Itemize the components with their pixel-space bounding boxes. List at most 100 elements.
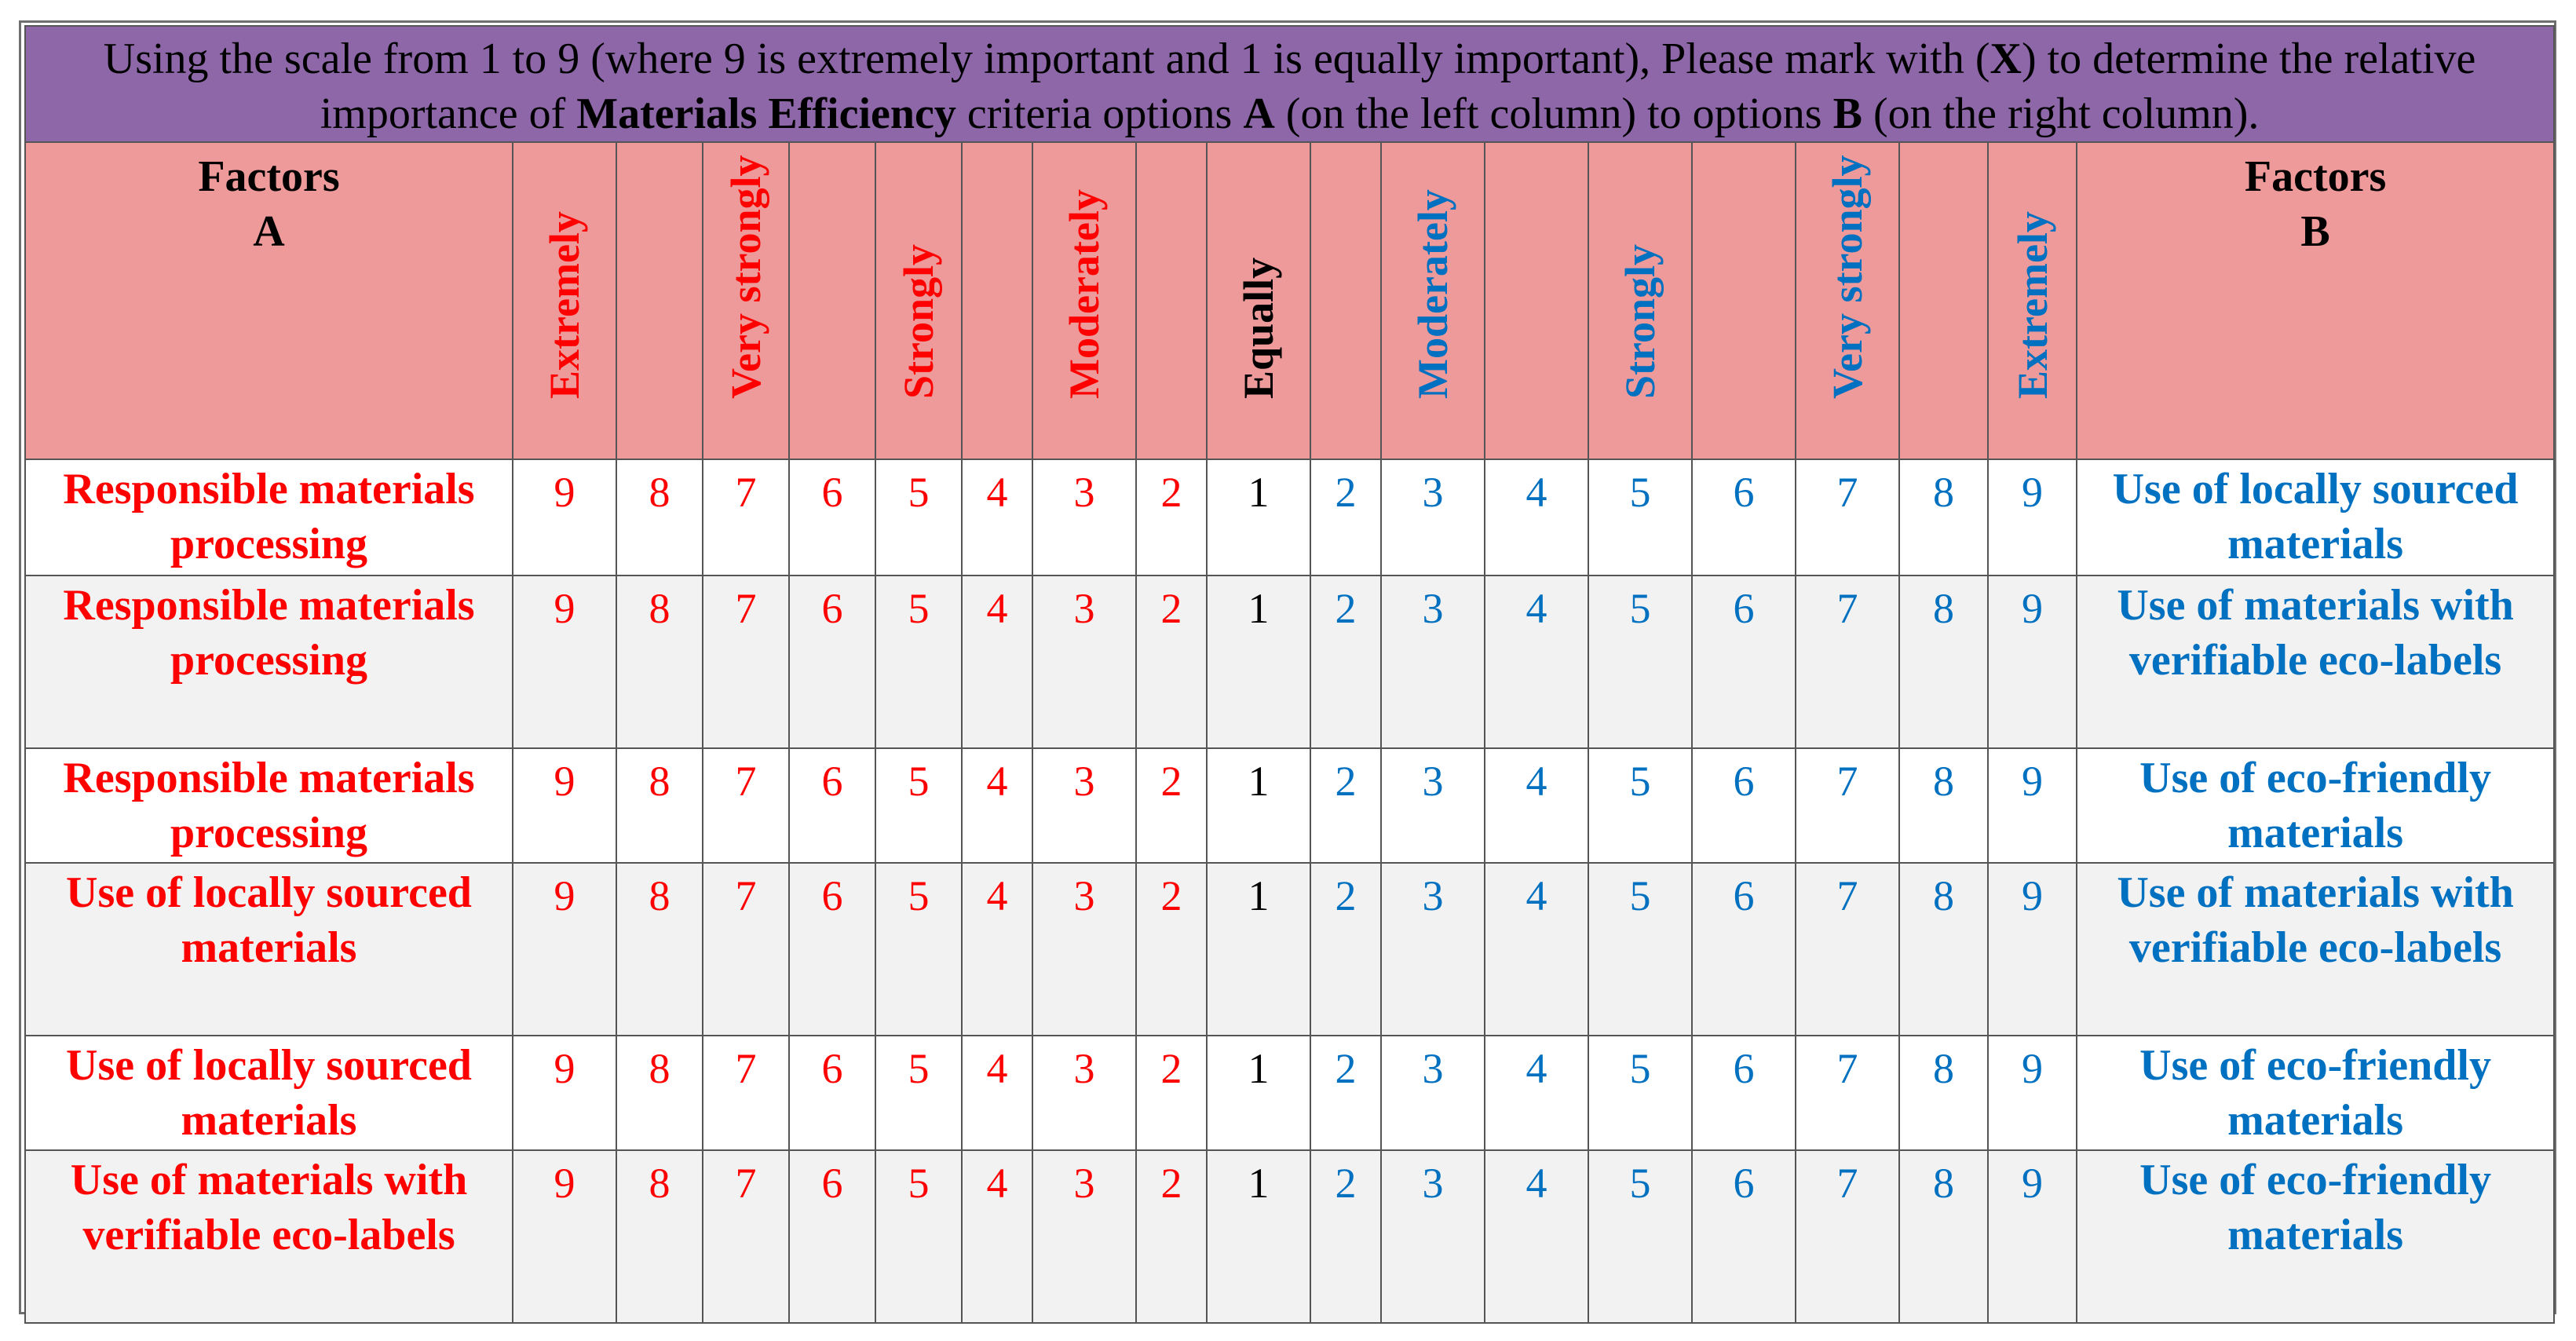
scale-option-cell[interactable]: 8: [616, 459, 703, 576]
scale-option-cell[interactable]: 6: [788, 862, 876, 1036]
scale-option-cell[interactable]: 2: [1135, 1035, 1208, 1151]
scale-option-cell[interactable]: 7: [702, 747, 790, 864]
scale-option-cell[interactable]: 7: [702, 1149, 790, 1324]
scale-option-cell[interactable]: 9: [1987, 459, 2077, 576]
scale-option-cell[interactable]: 7: [702, 1035, 790, 1151]
scale-option-cell[interactable]: 8: [616, 1149, 703, 1324]
scale-option-cell[interactable]: 4: [1484, 459, 1589, 576]
scale-option-cell[interactable]: 6: [1691, 575, 1796, 749]
scale-option-cell[interactable]: 6: [1691, 1035, 1796, 1151]
scale-option-cell[interactable]: 8: [616, 1035, 703, 1151]
scale-option-cell[interactable]: 2: [1135, 747, 1208, 864]
scale-option-cell[interactable]: 1: [1206, 1035, 1311, 1151]
scale-option-cell[interactable]: 8: [616, 862, 703, 1036]
scale-option-cell[interactable]: 3: [1032, 575, 1137, 749]
scale-option-cell[interactable]: 9: [512, 1149, 617, 1324]
scale-option-cell[interactable]: 8: [1898, 1149, 1989, 1324]
scale-option-cell[interactable]: 6: [1691, 1149, 1796, 1324]
scale-option-cell[interactable]: 4: [961, 575, 1033, 749]
scale-option-cell[interactable]: 8: [616, 575, 703, 749]
scale-option-cell[interactable]: 9: [512, 862, 617, 1036]
scale-option-cell[interactable]: 5: [1588, 575, 1693, 749]
scale-option-cell[interactable]: 3: [1032, 862, 1137, 1036]
scale-option-cell[interactable]: 4: [961, 459, 1033, 576]
scale-option-cell[interactable]: 9: [512, 747, 617, 864]
scale-option-cell[interactable]: 7: [1795, 862, 1900, 1036]
scale-option-cell[interactable]: 7: [1795, 1149, 1900, 1324]
scale-option-cell[interactable]: 1: [1206, 862, 1311, 1036]
scale-option-cell[interactable]: 3: [1380, 862, 1485, 1036]
scale-option-cell[interactable]: 2: [1135, 1149, 1208, 1324]
scale-option-cell[interactable]: 5: [875, 1149, 963, 1324]
scale-option-cell[interactable]: 1: [1206, 575, 1311, 749]
scale-option-cell[interactable]: 8: [1898, 862, 1989, 1036]
scale-option-cell[interactable]: 8: [616, 747, 703, 864]
scale-option-cell[interactable]: 1: [1206, 1149, 1311, 1324]
scale-option-cell[interactable]: 9: [512, 575, 617, 749]
scale-option-cell[interactable]: 5: [1588, 459, 1693, 576]
scale-option-cell[interactable]: 2: [1310, 1035, 1382, 1151]
scale-option-cell[interactable]: 5: [1588, 1149, 1693, 1324]
scale-option-cell[interactable]: 4: [961, 747, 1033, 864]
scale-option-cell[interactable]: 2: [1310, 1149, 1382, 1324]
scale-option-cell[interactable]: 4: [961, 1035, 1033, 1151]
scale-option-cell[interactable]: 3: [1032, 747, 1137, 864]
scale-option-cell[interactable]: 5: [875, 862, 963, 1036]
scale-option-cell[interactable]: 7: [1795, 575, 1900, 749]
scale-option-cell[interactable]: 2: [1310, 575, 1382, 749]
scale-option-cell[interactable]: 4: [1484, 1035, 1589, 1151]
scale-option-cell[interactable]: 2: [1310, 459, 1382, 576]
scale-option-cell[interactable]: 8: [1898, 747, 1989, 864]
scale-option-cell[interactable]: 3: [1032, 1149, 1137, 1324]
scale-option-cell[interactable]: 9: [1987, 1149, 2077, 1324]
scale-option-cell[interactable]: 4: [1484, 575, 1589, 749]
scale-option-cell[interactable]: 8: [1898, 575, 1989, 749]
scale-option-cell[interactable]: 3: [1380, 1035, 1485, 1151]
scale-option-cell[interactable]: 2: [1135, 862, 1208, 1036]
scale-option-cell[interactable]: 1: [1206, 459, 1311, 576]
scale-option-cell[interactable]: 7: [702, 459, 790, 576]
scale-option-cell[interactable]: 6: [1691, 459, 1796, 576]
scale-option-cell[interactable]: 7: [1795, 747, 1900, 864]
scale-option-cell[interactable]: 3: [1380, 575, 1485, 749]
scale-option-cell[interactable]: 5: [1588, 862, 1693, 1036]
scale-option-cell[interactable]: 9: [1987, 747, 2077, 864]
scale-option-cell[interactable]: 7: [1795, 1035, 1900, 1151]
scale-option-cell[interactable]: 3: [1032, 1035, 1137, 1151]
scale-option-cell[interactable]: 4: [1484, 747, 1589, 864]
scale-option-cell[interactable]: 3: [1380, 1149, 1485, 1324]
scale-option-cell[interactable]: 7: [1795, 459, 1900, 576]
scale-option-cell[interactable]: 6: [1691, 862, 1796, 1036]
scale-option-cell[interactable]: 6: [788, 1035, 876, 1151]
scale-option-cell[interactable]: 8: [1898, 459, 1989, 576]
scale-option-cell[interactable]: 6: [788, 459, 876, 576]
scale-option-cell[interactable]: 3: [1380, 459, 1485, 576]
scale-option-cell[interactable]: 5: [875, 1035, 963, 1151]
scale-option-cell[interactable]: 2: [1310, 747, 1382, 864]
scale-option-cell[interactable]: 7: [702, 862, 790, 1036]
scale-option-cell[interactable]: 6: [788, 1149, 876, 1324]
scale-option-cell[interactable]: 4: [961, 1149, 1033, 1324]
scale-option-cell[interactable]: 6: [788, 747, 876, 864]
scale-option-cell[interactable]: 9: [512, 1035, 617, 1151]
scale-option-cell[interactable]: 3: [1380, 747, 1485, 864]
scale-option-cell[interactable]: 9: [512, 459, 617, 576]
scale-option-cell[interactable]: 6: [788, 575, 876, 749]
scale-option-cell[interactable]: 5: [875, 747, 963, 864]
scale-option-cell[interactable]: 4: [1484, 862, 1589, 1036]
scale-option-cell[interactable]: 4: [1484, 1149, 1589, 1324]
scale-option-cell[interactable]: 2: [1135, 575, 1208, 749]
scale-option-cell[interactable]: 5: [875, 575, 963, 749]
scale-option-cell[interactable]: 8: [1898, 1035, 1989, 1151]
scale-option-cell[interactable]: 9: [1987, 1035, 2077, 1151]
scale-option-cell[interactable]: 2: [1135, 459, 1208, 576]
scale-option-cell[interactable]: 5: [875, 459, 963, 576]
scale-option-cell[interactable]: 9: [1987, 575, 2077, 749]
scale-option-cell[interactable]: 3: [1032, 459, 1137, 576]
scale-option-cell[interactable]: 6: [1691, 747, 1796, 864]
scale-option-cell[interactable]: 5: [1588, 1035, 1693, 1151]
scale-option-cell[interactable]: 7: [702, 575, 790, 749]
scale-option-cell[interactable]: 5: [1588, 747, 1693, 864]
scale-option-cell[interactable]: 1: [1206, 747, 1311, 864]
scale-option-cell[interactable]: 4: [961, 862, 1033, 1036]
